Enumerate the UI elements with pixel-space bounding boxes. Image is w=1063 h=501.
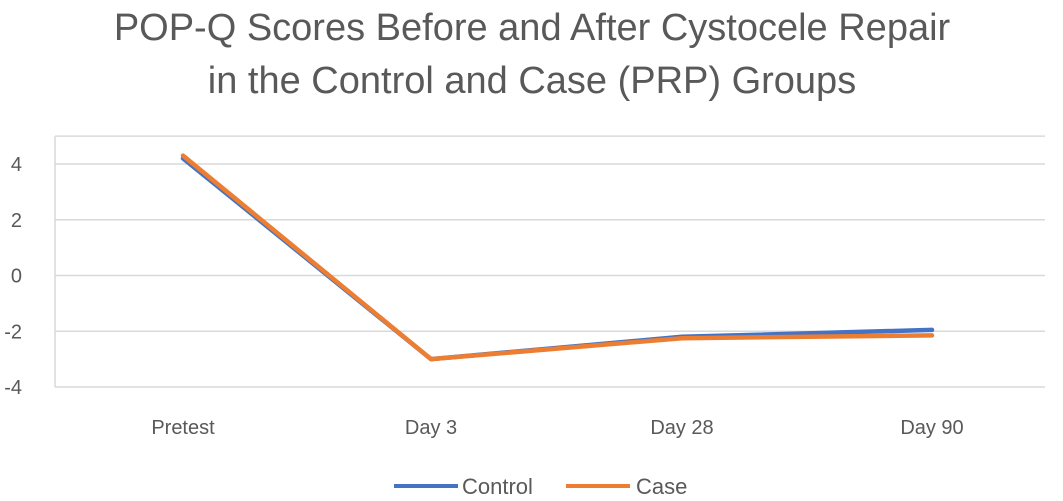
legend: Control Case — [394, 474, 687, 499]
series-line-case — [180, 153, 935, 362]
chart-title-line-1: POP-Q Scores Before and After Cystocele … — [114, 7, 951, 49]
legend-label-control: Control — [462, 474, 533, 499]
chart-title: POP-Q Scores Before and After Cystocele … — [114, 7, 951, 102]
chart-title-line-2: in the Control and Case (PRP) Groups — [208, 60, 856, 102]
x-tick-label: Day 3 — [405, 417, 457, 439]
gridlines — [54, 135, 1045, 388]
series-lines — [180, 153, 935, 362]
x-axis-ticks: Pretest Day 3 Day 28 Day 90 — [151, 417, 963, 439]
x-tick-label: Day 28 — [650, 417, 713, 439]
legend-label-case: Case — [636, 474, 687, 499]
y-tick-label: 4 — [11, 154, 22, 176]
x-tick-label: Pretest — [151, 417, 215, 439]
y-axis-ticks: 4 2 0 -2 -4 — [4, 154, 22, 399]
y-tick-label: 2 — [11, 210, 22, 232]
x-tick-label: Day 90 — [900, 417, 963, 439]
series-line-control — [180, 156, 935, 362]
y-tick-label: 0 — [11, 266, 22, 288]
y-tick-label: -4 — [4, 377, 22, 399]
y-tick-label: -2 — [4, 321, 22, 343]
